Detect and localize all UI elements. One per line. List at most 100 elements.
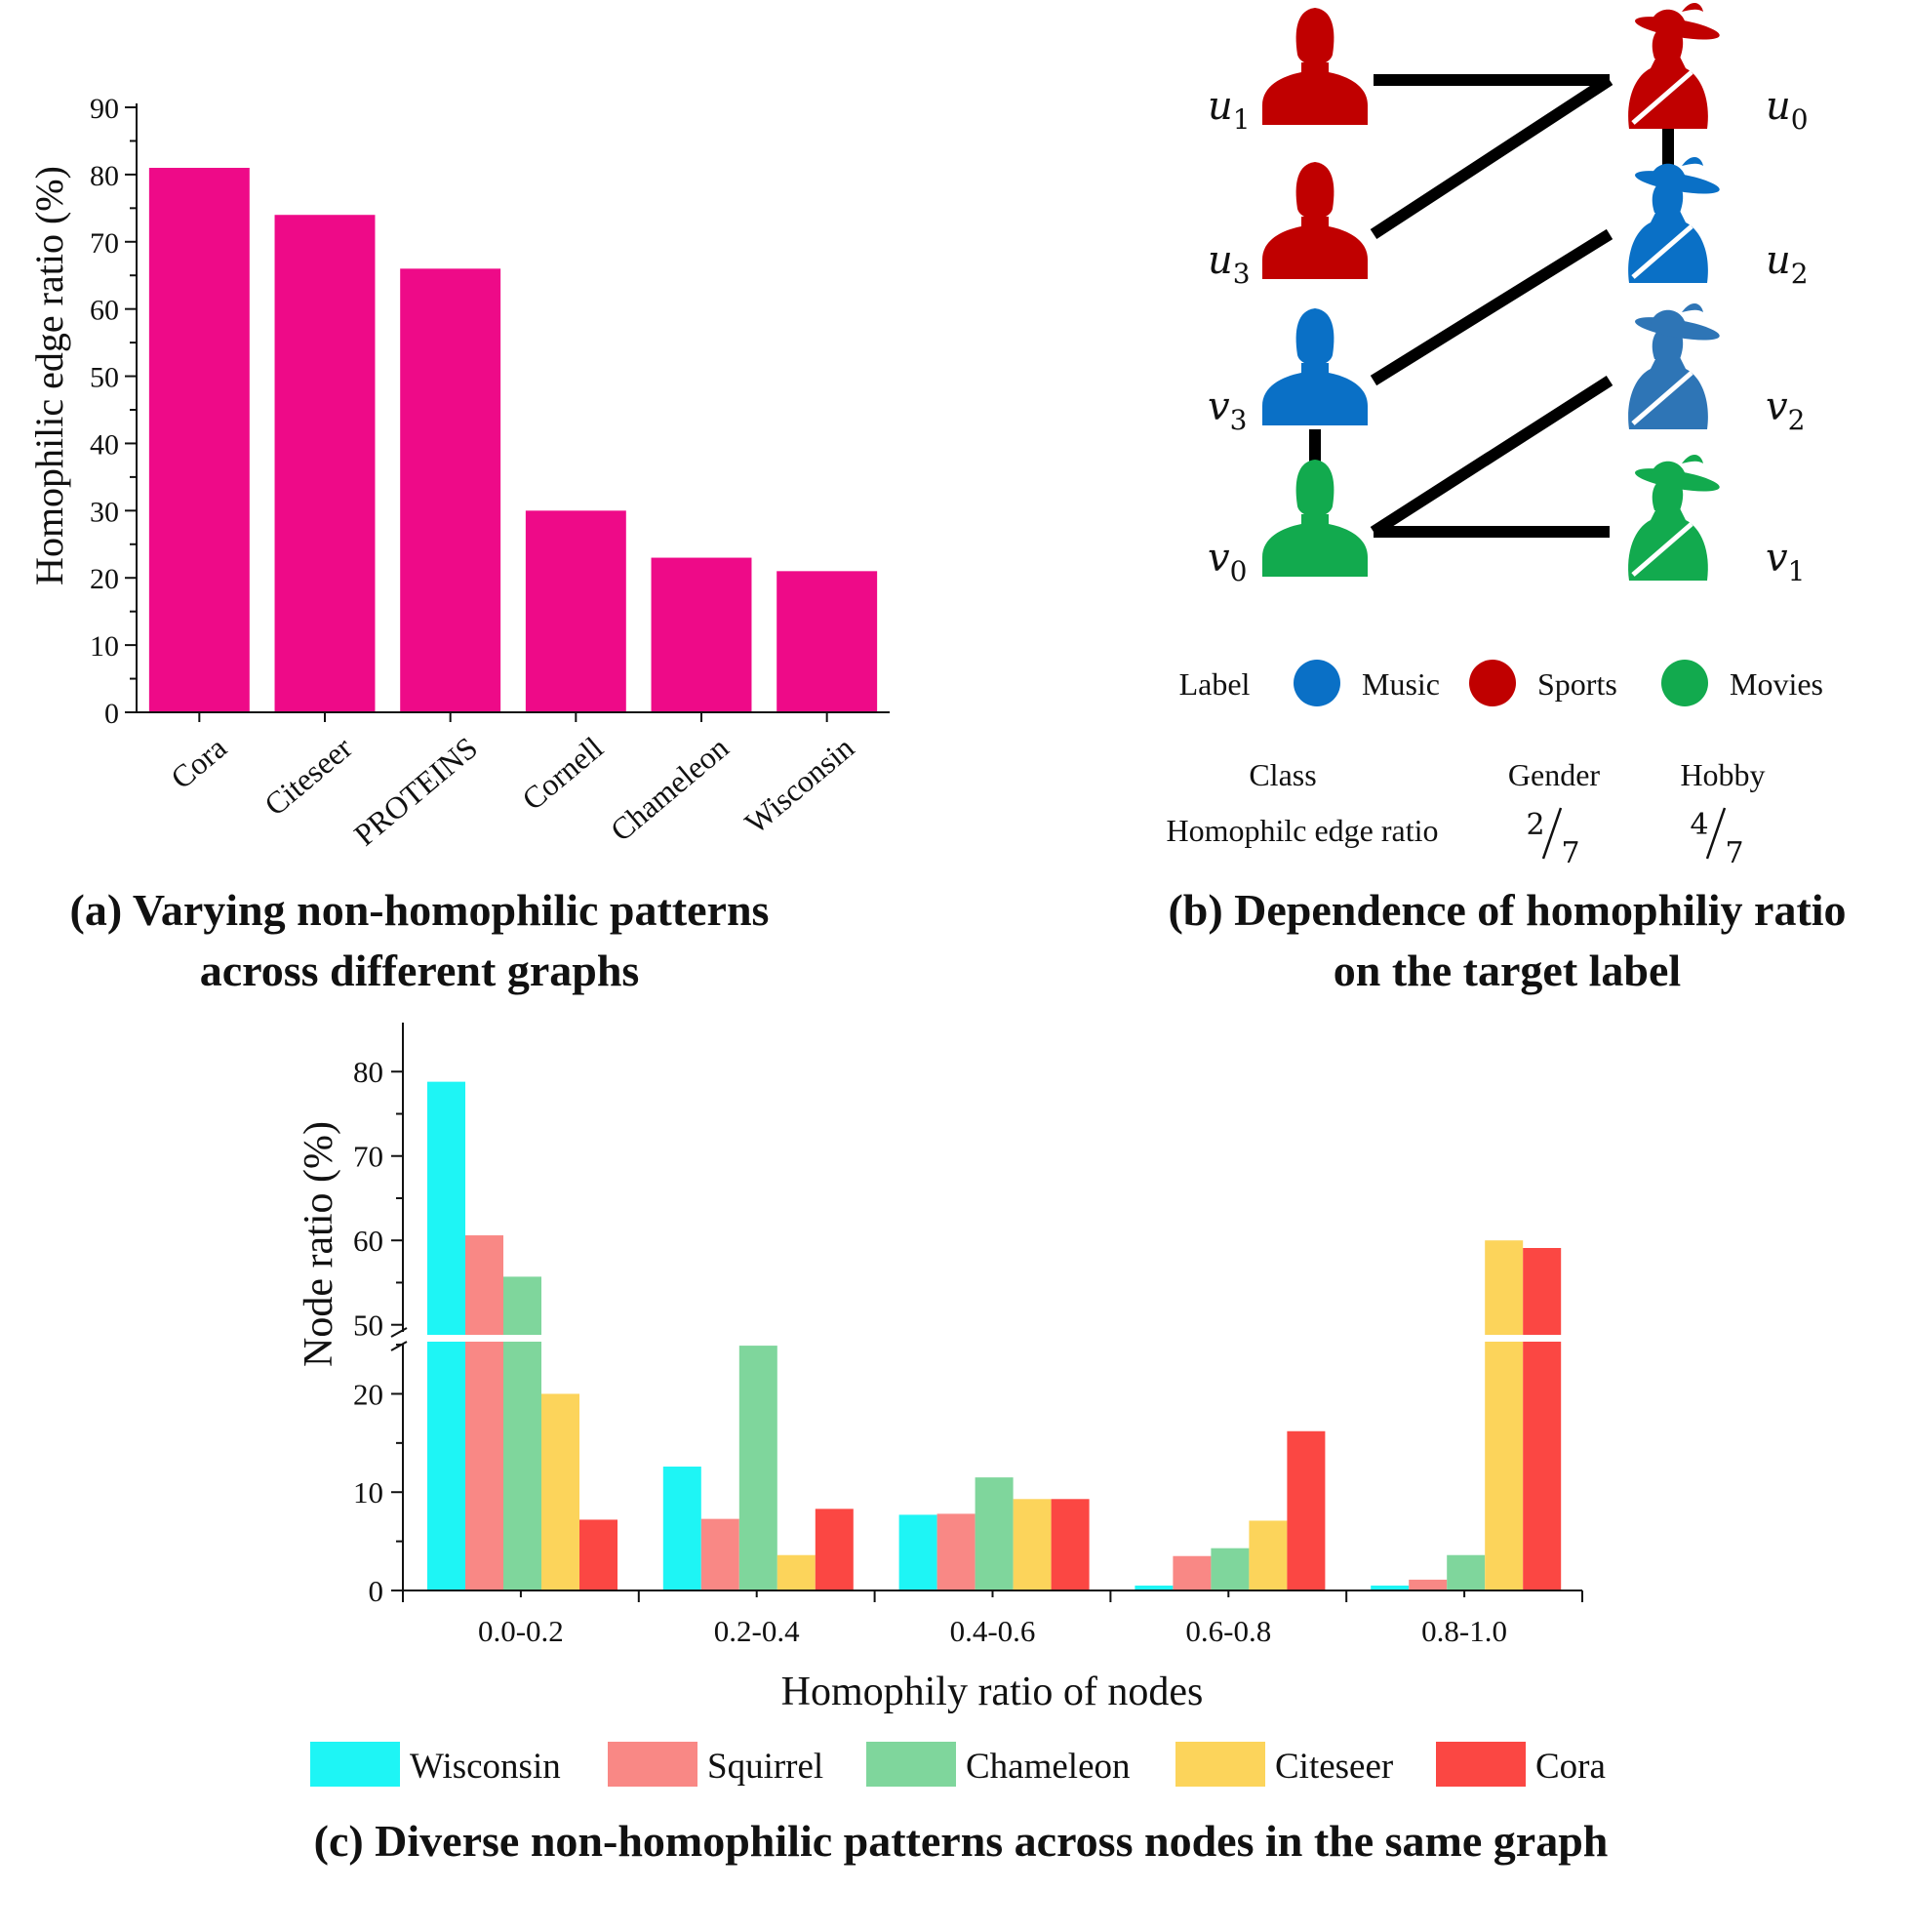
legend-swatch-chameleon [866, 1742, 956, 1787]
y-tick-label: 60 [90, 295, 119, 327]
node-label-base: u [1766, 238, 1791, 283]
man-torso [1262, 62, 1368, 125]
node-label-subscript: 2 [1791, 258, 1809, 290]
node-label-base: u [1766, 84, 1791, 129]
woman-sash [1631, 522, 1693, 577]
node-label-base: v [1208, 536, 1230, 581]
man-torso [1262, 217, 1368, 279]
node-v3-man-icon [1262, 308, 1368, 425]
woman-hat-crown [1651, 309, 1686, 324]
node-label-u0: u0 [1766, 84, 1809, 136]
bar-cora-0.6-0.8 [1287, 1430, 1326, 1590]
x-tick-label-wisconsin: Wisconsin [738, 730, 861, 841]
fraction-gender-slash [1541, 807, 1563, 860]
woman-hat-crown [1651, 9, 1686, 23]
bar-chameleon-0.6-0.8 [1211, 1548, 1250, 1590]
bar-citeseer [274, 215, 376, 712]
y-tick-label: 50 [353, 1308, 383, 1343]
bar-chameleon-0.2-0.4 [738, 1346, 777, 1590]
fraction-hobby: 4 7 [1690, 807, 1744, 870]
y-tick-label: 30 [90, 496, 119, 528]
bar-cornell [525, 510, 626, 712]
node-label-subscript: 3 [1230, 404, 1248, 436]
bar-squirrel-0.6-0.8 [1173, 1555, 1212, 1590]
legend-label-chameleon: Chameleon [966, 1747, 1131, 1787]
fraction-gender-denominator: 7 [1561, 836, 1579, 870]
bar-squirrel-0.8-1.0 [1409, 1579, 1448, 1590]
man-torso [1262, 514, 1368, 577]
node-label-subscript: 2 [1788, 404, 1806, 436]
man-head [1295, 460, 1334, 517]
node-label-v2: v2 [1766, 384, 1805, 436]
man-head [1295, 308, 1334, 366]
panel-c-bars [406, 1081, 1585, 1590]
bar-cora [148, 168, 250, 712]
node-label-v1: v1 [1766, 536, 1805, 587]
node-label-subscript: 1 [1233, 103, 1251, 136]
bar-citeseer-0.4-0.6 [1013, 1499, 1052, 1590]
fraction-hobby-denominator: 7 [1725, 836, 1743, 870]
bar-wisconsin-0.6-0.8 [1135, 1585, 1174, 1590]
legend-label-squirrel: Squirrel [707, 1747, 823, 1787]
woman-hat-crown [1651, 163, 1686, 178]
y-tick-label: 70 [90, 227, 119, 260]
x-tick-label-citeseer: Citeseer [258, 730, 359, 823]
x-tick-label: 0.4-0.6 [950, 1614, 1036, 1648]
y-tick-label: 50 [90, 362, 119, 394]
panel-c-xlabel: Homophily ratio of nodes [781, 1670, 1204, 1714]
node-label-subscript: 0 [1791, 103, 1809, 136]
x-tick-label-cora: Cora [164, 730, 233, 796]
legend-title: Label [1179, 666, 1251, 702]
bar-citeseer-0.8-1.0 [1485, 1240, 1524, 1590]
panel-b-caption-line2: on the target label [1334, 946, 1681, 995]
panel-c-chart: 0 10 20 50 60 70 80 0.0-0.2 0.2-0.4 0.4-0.6 0.6-0.… [297, 1023, 1606, 1787]
panel-c-legend: Wisconsin Squirrel Chameleon Citeseer Cora [310, 1742, 1606, 1787]
panel-b-caption-line1: (b) Dependence of homophiliy ratio [1168, 885, 1846, 935]
node-label-v3: v3 [1208, 384, 1247, 436]
bar-proteins [400, 268, 501, 712]
woman-sash [1631, 70, 1693, 125]
legend-label-wisconsin: Wisconsin [410, 1747, 561, 1787]
legend-label-movies: Movies [1730, 666, 1823, 702]
x-tick-label: 0.6-0.8 [1185, 1614, 1271, 1648]
bar-squirrel-0.0-0.2 [465, 1235, 503, 1590]
y-tick-label: 70 [353, 1140, 383, 1174]
table-header-gender: Gender [1508, 757, 1601, 792]
legend-label-sports: Sports [1537, 666, 1617, 702]
y-tick-label: 0 [369, 1574, 384, 1608]
panel-b-table: Class Gender Hobby Homophilc edge ratio … [1166, 757, 1765, 870]
node-label-base: u [1208, 84, 1233, 129]
legend-marker-movies [1661, 660, 1708, 706]
legend-swatch-cora [1436, 1742, 1526, 1787]
node-label-subscript: 1 [1788, 555, 1806, 587]
node-label-base: v [1766, 536, 1788, 581]
x-tick-label-cornell: Cornell [515, 730, 610, 817]
node-label-u3: u3 [1208, 238, 1251, 290]
x-tick-label: 0.0-0.2 [478, 1614, 564, 1648]
x-tick-label: 0.2-0.4 [714, 1614, 800, 1648]
bar-cora-0.4-0.6 [1051, 1499, 1090, 1590]
y-tick-label: 0 [104, 698, 119, 730]
axis-break-gap [406, 1335, 1585, 1342]
bar-wisconsin-0.4-0.6 [898, 1514, 937, 1590]
x-tick-label-chameleon: Chameleon [604, 730, 736, 848]
axis-break-mark-upper [390, 1327, 408, 1338]
fraction-gender: 2 7 [1526, 807, 1580, 870]
woman-hat-feather [1682, 2, 1703, 12]
bar-wisconsin-0.8-1.0 [1371, 1585, 1410, 1590]
node-v0-man-icon [1262, 460, 1368, 577]
node-u2-woman-icon [1628, 156, 1720, 283]
node-u3-man-icon [1262, 162, 1368, 279]
node-label-base: v [1766, 384, 1788, 429]
node-label-u1: u1 [1208, 84, 1251, 136]
y-tick-label: 90 [90, 93, 119, 125]
node-label-base: v [1208, 384, 1230, 429]
x-tick-label-proteins: PROTEINS [347, 730, 484, 853]
bar-wisconsin-0.2-0.4 [662, 1467, 701, 1590]
fraction-hobby-numerator: 4 [1690, 808, 1708, 842]
bar-cora-0.2-0.4 [815, 1509, 854, 1590]
node-u1-man-icon [1262, 8, 1368, 125]
man-head [1295, 162, 1334, 220]
